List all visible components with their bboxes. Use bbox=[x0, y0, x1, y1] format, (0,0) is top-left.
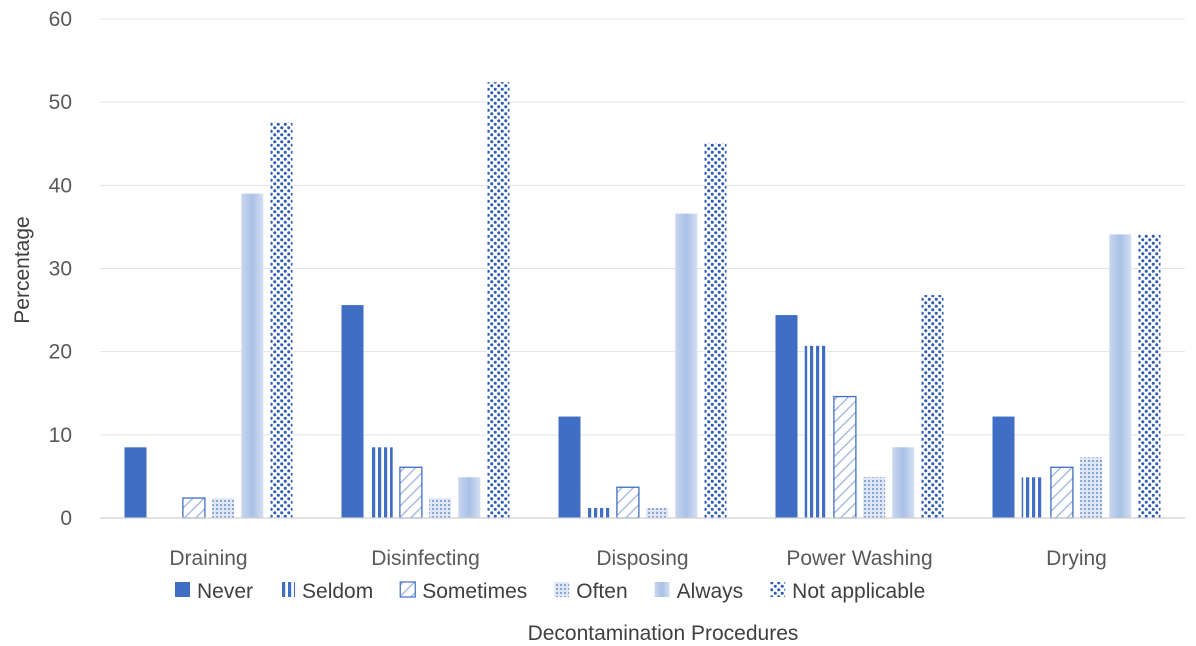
bar-sometimes-disposing bbox=[616, 486, 640, 519]
y-tick-label: 50 bbox=[49, 91, 72, 114]
x-tick-label: Power Washing bbox=[786, 547, 932, 570]
legend-swatch-not-applicable bbox=[770, 582, 786, 597]
bar-always-draining bbox=[241, 193, 264, 518]
x-tick-label: Disposing bbox=[596, 547, 688, 570]
bar-never-disposing bbox=[558, 416, 581, 518]
bar-never-disinfecting bbox=[341, 305, 364, 518]
legend-swatch-often bbox=[554, 582, 570, 597]
bar-not-applicable-disposing bbox=[704, 142, 727, 519]
bar-often-power-washing bbox=[863, 477, 886, 518]
legend-label: Not applicable bbox=[792, 580, 925, 603]
y-tick-label: 40 bbox=[49, 174, 72, 197]
legend-swatch-always bbox=[654, 582, 670, 597]
y-tick-label: 10 bbox=[49, 424, 72, 447]
bar-always-drying bbox=[1109, 234, 1132, 518]
bar-always-disinfecting bbox=[458, 477, 481, 518]
bar-seldom-disinfecting bbox=[370, 447, 393, 518]
y-tick-label: 20 bbox=[49, 341, 72, 364]
bar-not-applicable-draining bbox=[270, 122, 293, 518]
y-axis-title: Percentage bbox=[11, 216, 34, 323]
legend-swatch-sometimes bbox=[399, 581, 416, 598]
legend-label: Always bbox=[677, 580, 744, 603]
bar-sometimes-power-washing bbox=[833, 395, 857, 519]
bar-often-disposing bbox=[646, 508, 669, 518]
y-tick-label: 60 bbox=[49, 8, 72, 31]
bar-sometimes-drying bbox=[1050, 466, 1074, 519]
bar-never-draining bbox=[124, 447, 147, 518]
x-tick-label: Disinfecting bbox=[371, 547, 480, 570]
x-axis-title: Decontamination Procedures bbox=[528, 622, 799, 645]
bar-not-applicable-power-washing bbox=[921, 295, 944, 518]
legend-label: Seldom bbox=[302, 580, 373, 603]
bar-not-applicable-drying bbox=[1138, 234, 1161, 518]
bar-not-applicable-disinfecting bbox=[487, 82, 510, 519]
bar-always-disposing bbox=[675, 213, 698, 519]
legend-label: Often bbox=[576, 580, 627, 603]
bar-always-power-washing bbox=[892, 447, 915, 518]
bar-seldom-drying bbox=[1021, 477, 1044, 518]
legend-label: Sometimes bbox=[422, 580, 527, 603]
x-tick-label: Draining bbox=[169, 547, 247, 570]
x-tick-label: Drying bbox=[1046, 547, 1107, 570]
bar-often-drying bbox=[1080, 457, 1103, 518]
y-tick-label: 0 bbox=[60, 507, 72, 530]
legend-swatch-never bbox=[175, 582, 190, 597]
bar-never-drying bbox=[992, 416, 1015, 518]
bar-seldom-disposing bbox=[587, 508, 610, 518]
bar-sometimes-disinfecting bbox=[399, 466, 423, 519]
bar-sometimes-draining bbox=[182, 497, 206, 519]
legend-swatch-seldom bbox=[280, 582, 296, 597]
bar-often-draining bbox=[212, 498, 235, 518]
bar-seldom-power-washing bbox=[804, 345, 827, 518]
legend-label: Never bbox=[197, 580, 253, 603]
bar-often-disinfecting bbox=[429, 498, 452, 518]
bar-never-power-washing bbox=[775, 315, 798, 518]
y-tick-label: 30 bbox=[49, 258, 72, 281]
